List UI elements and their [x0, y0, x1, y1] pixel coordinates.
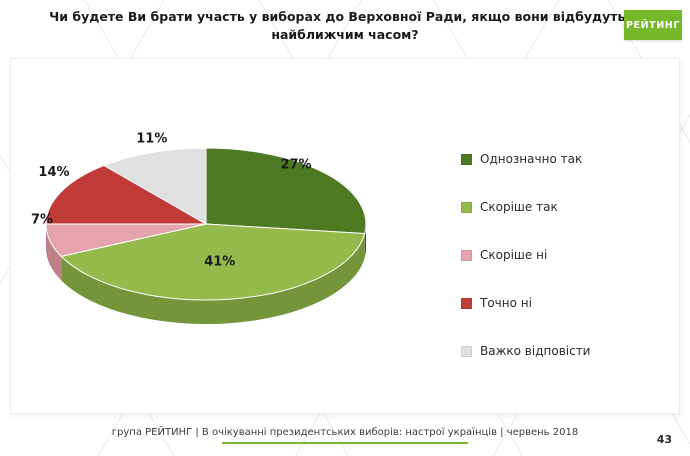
legend-item: Однозначно так [461, 149, 590, 169]
legend-item: Точно ні [461, 293, 590, 313]
legend-item: Важко відповісти [461, 341, 590, 361]
pie-slice-side [46, 224, 62, 281]
legend: Однозначно так Скоріше так Скоріше ні То… [461, 59, 590, 413]
pie-slice-label: 41% [204, 254, 235, 269]
legend-item: Скоріше так [461, 197, 590, 217]
pie-slice-label: 27% [280, 157, 311, 172]
page-number: 43 [656, 433, 672, 446]
legend-swatch [461, 297, 472, 309]
footer-caption: група РЕЙТИНГ | В очікуванні президентсь… [111, 427, 579, 438]
legend-label: Скоріше так [480, 200, 558, 214]
pie-slice-label: 14% [38, 165, 69, 180]
rating-logo: РЕЙТИНГ [624, 10, 682, 40]
chart-panel: 27% 41% 7% 14% 11% Однозначно так Скоріше та… [10, 58, 680, 414]
header: Чи будете Ви брати участь у виборах до В… [0, 8, 690, 44]
pie-slice [205, 147, 367, 235]
legend-label: Скоріше ні [480, 248, 548, 262]
legend-label: Важко відповісти [480, 344, 591, 358]
legend-swatch [461, 249, 472, 261]
legend-item: Скоріше ні [461, 245, 590, 265]
legend-swatch [461, 345, 472, 357]
legend-swatch [461, 201, 472, 213]
pie-slice-label: 11% [136, 131, 167, 146]
footer: група РЕЙТИНГ | В очікуванні президентсь… [0, 427, 690, 444]
page-title: Чи будете Ви брати участь у виборах до В… [49, 9, 641, 43]
pie-slice [60, 223, 366, 301]
pie-chart: 27% 41% 7% 14% 11% [11, 59, 461, 413]
rating-logo-text: РЕЙТИНГ [625, 19, 681, 31]
pie-slice-label: 7% [31, 212, 53, 227]
legend-swatch [461, 153, 472, 165]
pie-slice [45, 164, 208, 225]
pie-slice-side [61, 233, 365, 324]
footer-accent-line [222, 442, 468, 444]
pie-chart-svg: 27% 41% 7% 14% 11% [31, 131, 367, 324]
pie-slice [102, 147, 207, 225]
legend-label: Однозначно так [480, 152, 583, 166]
legend-label: Точно ні [480, 296, 532, 310]
